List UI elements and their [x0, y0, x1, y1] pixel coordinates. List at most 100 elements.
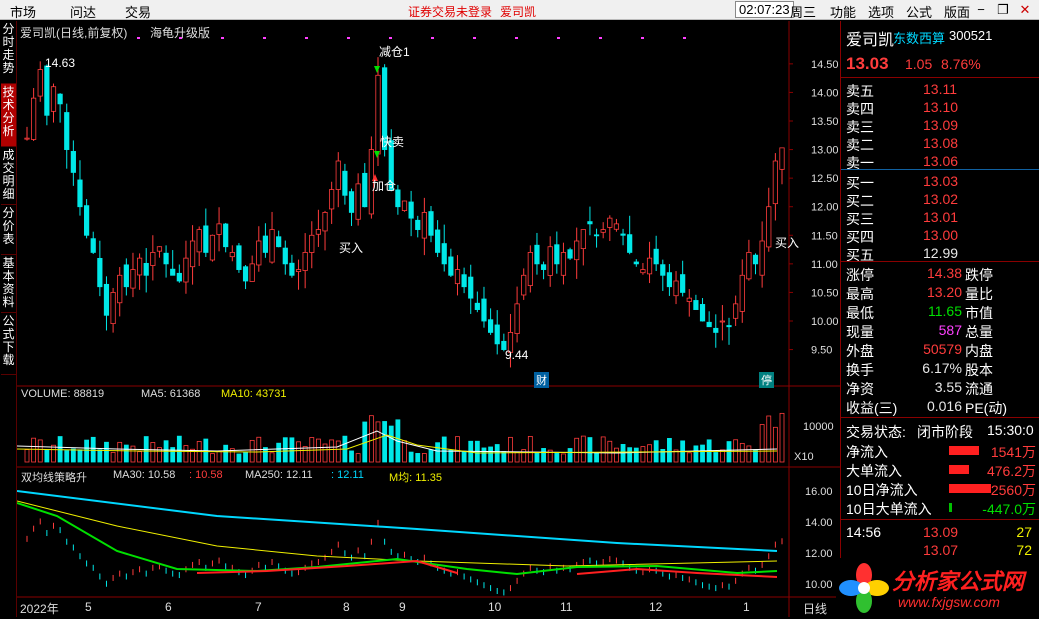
candle-body — [315, 229, 322, 235]
volume-bar — [580, 435, 586, 463]
volume-bar — [170, 447, 176, 463]
candle-body — [726, 325, 732, 328]
status-label: 交易状态: — [846, 424, 906, 440]
ask-label: 卖一 — [846, 155, 874, 171]
date-dec: 12 — [649, 600, 663, 614]
bid-row[interactable]: 买二 13.02 — [841, 190, 1039, 209]
candle-body — [746, 252, 752, 280]
tab-trades[interactable]: 成交明细 — [1, 147, 16, 205]
ask-row[interactable]: 卖一 13.06 — [841, 152, 1039, 171]
stat-label-2: 跌停 — [965, 267, 993, 283]
menu-wenda[interactable]: 问达 — [70, 5, 97, 20]
tab-intraday[interactable]: 分时走势 — [1, 21, 16, 84]
volume-bar — [686, 452, 692, 463]
candle-body — [733, 303, 739, 319]
stat-value: 14.38 — [926, 265, 962, 281]
candle-body — [766, 206, 772, 248]
tab-profile[interactable]: 基本资料 — [1, 255, 16, 313]
bid-row[interactable]: 买三 13.01 — [841, 208, 1039, 227]
volume-bar — [746, 445, 752, 463]
stat-value: 13.20 — [926, 284, 962, 300]
bid-row[interactable]: 买五 12.99 — [841, 244, 1039, 263]
volume-bar — [243, 451, 248, 463]
volume-bar — [633, 447, 639, 463]
date-jul: 7 — [255, 600, 262, 614]
candle-body — [534, 244, 540, 265]
chart-area[interactable]: 14.50 14.00 13.50 13.00 12.50 12.00 11.50 11.00… — [17, 21, 840, 617]
candle-body — [521, 274, 527, 296]
volume-bar — [130, 445, 136, 463]
stat-label: 最低 — [846, 305, 874, 321]
menu-options[interactable]: 选项 — [868, 5, 895, 20]
stat-value: 6.17% — [922, 360, 962, 376]
tab-formula-download[interactable]: 公式下载 — [1, 313, 16, 375]
restore-icon[interactable]: ❐ — [997, 2, 1009, 17]
candle-body — [699, 304, 706, 322]
ask-label: 卖四 — [846, 101, 874, 117]
candle-body — [719, 320, 725, 323]
candle-body — [680, 274, 686, 293]
candle-body — [329, 189, 335, 210]
menu-layout[interactable]: 版面 — [944, 5, 971, 20]
menu-bar: 市场 问达 交易 证券交易未登录 爱司凯 02:07:23 周三 功能 选项 公… — [0, 0, 1039, 20]
volume-bar — [435, 442, 441, 463]
menu-trade[interactable]: 交易 — [125, 5, 152, 20]
close-icon[interactable]: ✕ — [1019, 2, 1031, 17]
ask-row[interactable]: 卖二 13.08 — [841, 134, 1039, 153]
ma30-green-line — [17, 502, 778, 576]
flow-row: 10日大单流入 -447.0万 — [841, 498, 1039, 517]
candle-body — [223, 223, 229, 248]
tab-price-table[interactable]: 分价表 — [1, 205, 16, 255]
volume-bar — [236, 453, 242, 463]
indicator-name[interactable]: 海龟升级版 — [150, 26, 211, 40]
candle-body — [752, 254, 759, 265]
flow-bar — [949, 465, 969, 474]
price-axis-tick: 11.00 — [811, 259, 838, 271]
tab-technical[interactable]: 技术分析 — [1, 84, 16, 147]
volume-bar — [521, 449, 527, 463]
minimize-icon[interactable]: − — [977, 2, 985, 17]
halt-marker[interactable]: 停 — [759, 372, 774, 388]
stat-value: 3.55 — [934, 379, 962, 395]
ask-row[interactable]: 卖五 13.11 — [841, 80, 1039, 99]
annotation-reduce: 减仓1 — [379, 45, 410, 59]
candle-body — [163, 252, 169, 265]
chart-title: 爱司凯(日线,前复权) — [20, 26, 128, 40]
volume-ma5: MA5: 61368 — [141, 388, 201, 400]
bid-row[interactable]: 买一 13.03 — [841, 172, 1039, 191]
signal-dot — [473, 37, 476, 39]
price-axis-tick: 14.50 — [811, 59, 839, 71]
date-sep: 9 — [399, 600, 406, 614]
volume-bar — [421, 453, 427, 463]
volume-multiplier: X10 — [794, 451, 814, 463]
candle-body — [342, 170, 348, 196]
ask-row[interactable]: 卖三 13.09 — [841, 116, 1039, 135]
finance-marker[interactable]: 财 — [534, 372, 549, 388]
volume-label: VOLUME: 88819 — [21, 388, 105, 400]
ask-row[interactable]: 卖四 13.10 — [841, 98, 1039, 117]
candle-body — [143, 262, 149, 276]
menu-function[interactable]: 功能 — [830, 5, 857, 20]
candle-body — [24, 137, 30, 140]
candle-body — [249, 263, 255, 282]
timeframe-label[interactable]: 日线 — [803, 602, 828, 616]
volume-bar — [229, 448, 235, 463]
menu-market[interactable]: 市场 — [10, 5, 37, 20]
stat-row: 收益(三) 0.016 PE(动) — [841, 397, 1039, 416]
ask-price: 13.11 — [923, 81, 957, 97]
candle-body — [487, 319, 494, 333]
candle-body — [123, 264, 129, 288]
stat-label: 净资 — [846, 381, 874, 397]
menu-formula[interactable]: 公式 — [906, 5, 933, 20]
kline-svg[interactable]: 14.50 14.00 13.50 13.00 12.50 12.00 11.50 11.00… — [17, 21, 840, 617]
signal-dot — [389, 37, 392, 39]
login-notice[interactable]: 证券交易未登录 — [408, 5, 493, 19]
candle-body — [196, 229, 202, 253]
volume-bar — [514, 452, 520, 463]
bid-row[interactable]: 买四 13.00 — [841, 226, 1039, 245]
tick-row: 13.07 72 — [841, 541, 1039, 560]
candle-body — [302, 252, 308, 271]
candle-body — [242, 266, 249, 282]
ma-indicator-label: 双均线策略升 — [21, 472, 87, 484]
stat-label-2: PE(动) — [965, 400, 1007, 416]
